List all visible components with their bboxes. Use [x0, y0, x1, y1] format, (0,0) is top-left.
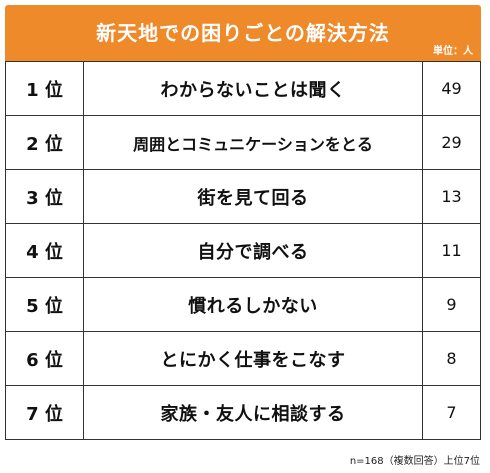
table-row: 2 位 周囲とコミュニケーションをとる 29: [5, 115, 481, 170]
table-row: 1 位 わからないことは聞く 49: [5, 61, 481, 116]
count-value: 11: [422, 223, 481, 278]
table-row: 7 位 家族・友人に相談する 7: [5, 385, 481, 440]
unit-label: 単位：人: [433, 46, 473, 57]
table-row: 4 位 自分で調べる 11: [5, 223, 481, 278]
rank-label: 3 位: [5, 169, 84, 224]
count-value: 7: [422, 385, 481, 440]
count-value: 9: [422, 277, 481, 332]
answer-label: 慣れるしかない: [83, 277, 423, 332]
rank-label: 1 位: [5, 61, 84, 116]
count-value: 49: [422, 61, 481, 116]
title-bar: 新天地での困りごとの解決方法 単位：人: [5, 5, 481, 61]
answer-label: 自分で調べる: [83, 223, 423, 278]
answer-label: 家族・友人に相談する: [83, 385, 423, 440]
footnote: n=168（複数回答）上位7位: [349, 456, 480, 467]
chart-title: 新天地での困りごとの解決方法: [96, 21, 390, 45]
rank-label: 6 位: [5, 331, 84, 386]
rank-label: 4 位: [5, 223, 84, 278]
count-value: 13: [422, 169, 481, 224]
table-row: 6 位 とにかく仕事をこなす 8: [5, 331, 481, 386]
count-value: 29: [422, 115, 481, 170]
rank-label: 2 位: [5, 115, 84, 170]
ranking-table: 1 位 わからないことは聞く 49 2 位 周囲とコミュニケーションをとる 29…: [5, 61, 481, 440]
count-value: 8: [422, 331, 481, 386]
table-row: 5 位 慣れるしかない 9: [5, 277, 481, 332]
answer-label: とにかく仕事をこなす: [83, 331, 423, 386]
answer-label: 街を見て回る: [83, 169, 423, 224]
table-row: 3 位 街を見て回る 13: [5, 169, 481, 224]
rank-label: 7 位: [5, 385, 84, 440]
answer-label: わからないことは聞く: [83, 61, 423, 116]
answer-label: 周囲とコミュニケーションをとる: [83, 115, 423, 170]
rank-label: 5 位: [5, 277, 84, 332]
